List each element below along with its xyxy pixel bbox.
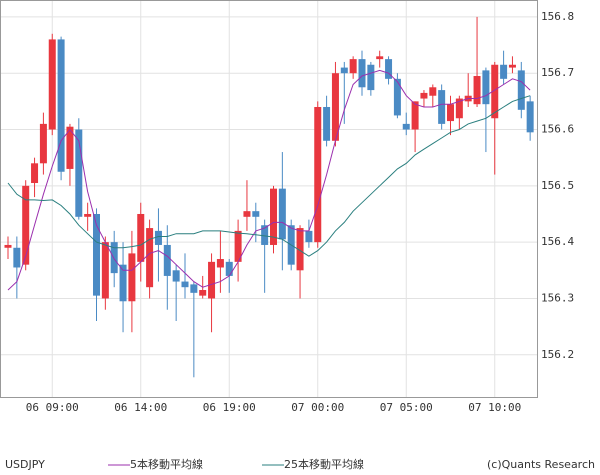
legend-label: 25本移動平均線 (284, 457, 364, 471)
symbol: USDJPY (5, 458, 45, 471)
candle-body (199, 290, 207, 296)
candle-body (13, 247, 21, 268)
candle-body (119, 264, 127, 302)
candle-body (110, 242, 118, 274)
y-tick-label: 156.2 (541, 348, 574, 361)
candle-body (154, 230, 162, 245)
grid (1, 1, 537, 397)
x-tick-label: 07 00:00 (291, 401, 344, 414)
candle-body (22, 185, 30, 265)
candle-body (252, 211, 260, 217)
ma-line (7, 95, 531, 257)
x-tick-label: 06 14:00 (114, 401, 167, 414)
x-tick-label: 07 05:00 (380, 401, 433, 414)
candle-body (517, 70, 525, 110)
candle-body (39, 123, 47, 164)
x-tick-label: 07 10:00 (468, 401, 521, 414)
candle-body (31, 163, 39, 184)
candle-body (190, 284, 198, 293)
y-tick-label: 156.8 (541, 10, 574, 23)
candle-body (447, 104, 454, 122)
candle-body (385, 59, 393, 79)
candle-body (314, 106, 322, 243)
candle-body (66, 126, 74, 169)
candle-body (278, 188, 286, 240)
candle-body (4, 244, 12, 248)
candle-body (261, 225, 269, 245)
candle-body (163, 244, 171, 276)
y-tick-label: 156.4 (541, 235, 574, 248)
candle-body (367, 64, 375, 91)
candle-body (331, 73, 339, 141)
candle-body (146, 228, 154, 288)
candle-body (225, 261, 233, 276)
candle-body (128, 253, 136, 302)
candle-body (438, 90, 446, 124)
candle-body (393, 78, 401, 116)
candle-body (208, 261, 216, 299)
candle-body (323, 106, 331, 141)
candle-body (420, 92, 428, 99)
candle-body (473, 76, 481, 105)
candle-body (172, 270, 180, 282)
candle-body (216, 259, 224, 268)
candle-body (101, 242, 109, 299)
y-tick-label: 156.7 (541, 66, 574, 79)
ma-line (7, 69, 531, 291)
candle-body (402, 123, 410, 130)
x-tick-label: 06 09:00 (26, 401, 79, 414)
candle-body (270, 188, 277, 245)
candle-body (93, 213, 100, 296)
legend-label: 5本移動平均線 (130, 457, 203, 471)
candle-body (411, 101, 419, 130)
candle-body (137, 213, 145, 262)
candle-body (57, 39, 65, 172)
candle-body (508, 64, 516, 68)
candle-body (358, 59, 366, 88)
candle-body (491, 64, 499, 119)
candle-body (48, 39, 56, 130)
candle-body (482, 70, 490, 105)
candle-body (84, 213, 92, 217)
x-tick-label: 06 19:00 (203, 401, 256, 414)
candle-body (376, 56, 384, 60)
y-tick-label: 156.5 (541, 179, 574, 192)
candle-body (75, 129, 83, 217)
candle-body (349, 59, 357, 74)
candle-body (234, 230, 242, 262)
candle-body (305, 230, 313, 243)
credit: (c)Quants Research (487, 458, 595, 471)
candle-body (181, 281, 189, 288)
y-tick-label: 156.6 (541, 123, 574, 136)
candle-body (526, 101, 534, 133)
candle-body (500, 64, 508, 79)
candle-body (243, 211, 251, 217)
candle-body (340, 67, 348, 74)
candle-body (429, 87, 437, 96)
y-tick-label: 156.3 (541, 291, 574, 304)
candle-body (296, 228, 304, 271)
candle-body (455, 98, 463, 119)
